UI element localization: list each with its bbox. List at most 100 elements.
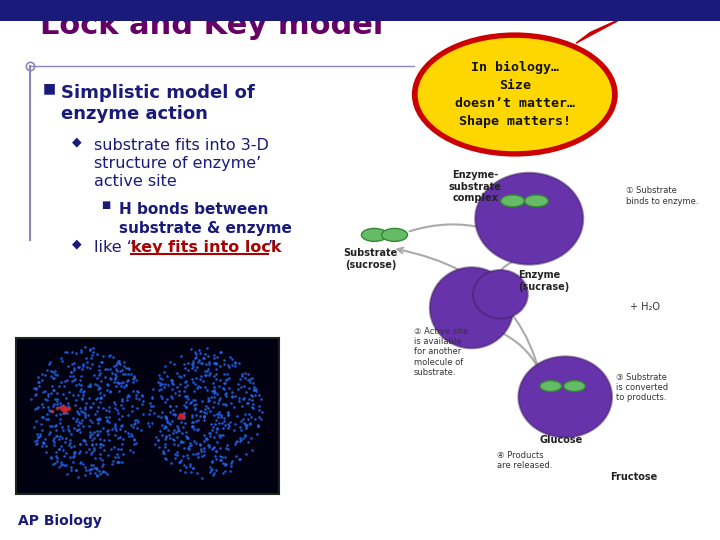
Point: [171, 422, 183, 430]
Point: [55, 402, 66, 410]
Point: [130, 394, 142, 402]
Point: [253, 413, 265, 422]
Point: [182, 434, 194, 442]
Point: [246, 392, 258, 400]
Point: [86, 440, 98, 448]
Text: Glucose: Glucose: [540, 435, 583, 445]
Point: [42, 415, 53, 423]
Point: [180, 463, 192, 471]
Point: [86, 440, 97, 449]
Point: [161, 395, 173, 403]
Point: [115, 379, 127, 387]
Point: [29, 391, 40, 400]
Point: [199, 405, 211, 414]
Point: [128, 372, 140, 381]
Point: [233, 385, 244, 394]
Point: [50, 411, 62, 420]
Point: [86, 360, 98, 368]
Point: [200, 434, 212, 443]
Point: [153, 443, 164, 451]
Point: [174, 427, 185, 435]
Point: [194, 355, 205, 364]
Point: [205, 466, 217, 475]
Point: [63, 399, 74, 407]
Point: [219, 453, 230, 462]
Point: [63, 427, 74, 436]
Point: [197, 376, 208, 385]
Point: [131, 390, 143, 399]
Point: [50, 448, 62, 457]
Point: [125, 446, 136, 455]
Point: [97, 404, 109, 413]
Point: [239, 431, 251, 440]
Point: [240, 449, 252, 458]
Point: [122, 390, 134, 399]
Point: [76, 346, 87, 355]
Point: [85, 403, 96, 411]
Point: [96, 393, 107, 402]
Text: + H₂O: + H₂O: [630, 302, 660, 313]
Point: [46, 407, 58, 415]
Point: [50, 366, 61, 375]
Point: [30, 437, 41, 445]
Point: [191, 400, 202, 408]
Ellipse shape: [540, 381, 562, 392]
Point: [226, 355, 238, 363]
Point: [197, 474, 208, 482]
Point: [178, 401, 189, 409]
Point: [114, 367, 126, 376]
Point: [122, 376, 134, 385]
Point: [189, 403, 200, 412]
Point: [231, 436, 243, 445]
Point: [37, 388, 48, 397]
Point: [154, 381, 166, 390]
Point: [41, 396, 53, 405]
Point: [185, 441, 197, 449]
Point: [181, 450, 192, 459]
Point: [181, 434, 192, 442]
Point: [83, 394, 94, 402]
Point: [31, 438, 42, 447]
Point: [242, 399, 253, 407]
Point: [253, 422, 264, 430]
Point: [84, 431, 96, 440]
Point: [73, 449, 85, 457]
Point: [93, 414, 104, 422]
Point: [186, 422, 198, 431]
Point: [180, 376, 192, 385]
Point: [199, 436, 210, 445]
Point: [196, 445, 207, 454]
Point: [99, 436, 110, 444]
Point: [220, 460, 231, 469]
Point: [230, 438, 242, 447]
Point: [161, 417, 173, 426]
Point: [203, 429, 215, 437]
Point: [79, 403, 91, 411]
Point: [114, 359, 125, 367]
Point: [157, 449, 168, 457]
Point: [239, 369, 251, 377]
Text: ④ Products
are released.: ④ Products are released.: [497, 451, 552, 470]
Point: [112, 450, 123, 458]
Point: [226, 393, 238, 401]
Point: [177, 423, 189, 431]
Point: [117, 370, 129, 379]
Point: [214, 456, 225, 464]
Point: [248, 382, 260, 391]
Point: [147, 384, 158, 393]
Point: [112, 379, 123, 388]
Point: [121, 363, 132, 372]
Point: [212, 438, 223, 447]
Point: [55, 431, 66, 440]
Point: [94, 415, 106, 423]
Point: [185, 462, 197, 470]
Point: [242, 437, 253, 446]
Point: [213, 409, 225, 418]
Point: [76, 372, 87, 380]
Point: [246, 374, 258, 382]
Point: [56, 422, 68, 431]
Point: [207, 379, 218, 387]
Point: [158, 423, 170, 432]
Point: [63, 404, 74, 413]
Point: [199, 371, 211, 380]
